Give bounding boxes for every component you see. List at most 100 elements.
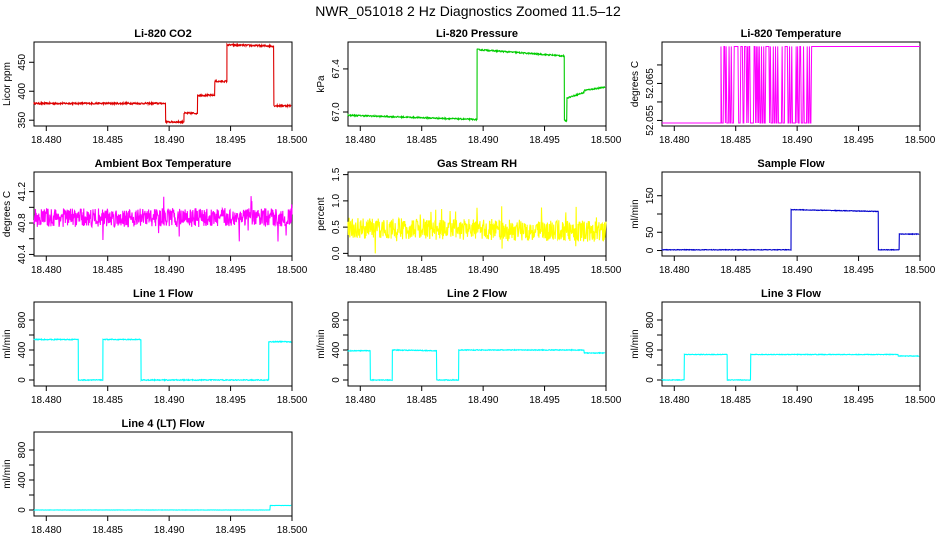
y-tick-label: 800 [331, 311, 342, 328]
y-axis-label: degrees C [2, 191, 13, 237]
x-tick-label: 18.490 [154, 525, 185, 536]
x-tick-label: 18.490 [154, 265, 185, 276]
x-tick-label: 18.500 [591, 265, 622, 276]
x-tick-label: 18.485 [92, 135, 123, 146]
x-tick-label: 18.485 [406, 135, 437, 146]
y-tick-label: 40.4 [17, 244, 28, 264]
x-tick-label: 18.480 [31, 525, 62, 536]
x-tick-label: 18.485 [92, 525, 123, 536]
x-tick-label: 18.485 [92, 265, 123, 276]
x-tick-label: 18.490 [468, 265, 499, 276]
y-tick-label: 40.8 [17, 213, 28, 233]
chart-title: Li-820 Pressure [436, 28, 518, 40]
x-tick-label: 18.500 [277, 395, 308, 406]
x-tick-label: 18.490 [468, 135, 499, 146]
y-tick-label: 150 [645, 187, 656, 204]
chart-panel-4: Ambient Box Temperature 18.480 18.485 18.49… [2, 158, 308, 276]
y-tick-label: 52.055 [645, 105, 656, 136]
x-tick-label: 18.500 [591, 135, 622, 146]
plot-frame [661, 301, 921, 387]
chart-panel-1: Li-820 CO2 18.480 18.485 18.490 18.495 18.500… [2, 28, 308, 146]
x-tick-label: 18.495 [215, 395, 246, 406]
series-line [33, 196, 293, 242]
y-tick-label: 400 [17, 82, 28, 99]
x-tick-label: 18.490 [782, 135, 813, 146]
series-line [661, 208, 920, 252]
chart-title: Ambient Box Temperature [95, 158, 232, 170]
y-tick-label: 800 [17, 441, 28, 458]
x-tick-label: 18.495 [215, 265, 246, 276]
plot-frame [33, 431, 293, 517]
series-line [33, 337, 292, 382]
x-tick-label: 18.495 [215, 135, 246, 146]
series-line [662, 45, 920, 124]
chart-panel-9: Line 3 Flow 18.480 18.485 18.490 18.495 18.50… [630, 288, 936, 406]
plot-frame [661, 41, 921, 127]
x-tick-label: 18.500 [277, 135, 308, 146]
y-tick-label: 0 [645, 247, 656, 253]
y-tick-label: 67.0 [331, 102, 342, 122]
x-tick-label: 18.500 [591, 395, 622, 406]
y-axis-label: ml/min [2, 329, 13, 358]
y-tick-label: 0.5 [331, 220, 342, 234]
x-tick-label: 18.495 [215, 525, 246, 536]
y-axis-label: ml/min [630, 199, 641, 228]
x-tick-label: 18.480 [345, 135, 376, 146]
series-line [33, 504, 292, 511]
x-tick-label: 18.480 [345, 265, 376, 276]
y-tick-label: 50 [645, 226, 656, 238]
chart-title: Li-820 CO2 [134, 28, 191, 40]
y-tick-label: 450 [17, 53, 28, 70]
y-tick-label: 400 [17, 341, 28, 358]
y-tick-label: 67.4 [331, 59, 342, 79]
chart-title: Line 1 Flow [133, 288, 193, 300]
chart-panel-8: Line 2 Flow 18.480 18.485 18.490 18.495 18.50… [316, 288, 622, 406]
y-axis-label: ml/min [630, 329, 641, 358]
y-tick-label: 0 [645, 377, 656, 383]
plot-frame [347, 171, 607, 257]
x-tick-label: 18.485 [406, 395, 437, 406]
y-tick-label: 0 [17, 507, 28, 513]
plot-frame [33, 41, 293, 127]
x-tick-label: 18.500 [905, 265, 936, 276]
series-line [661, 353, 920, 382]
plot-frame [347, 41, 607, 127]
x-tick-label: 18.495 [529, 135, 560, 146]
x-tick-label: 18.480 [659, 265, 690, 276]
y-axis-label: ml/min [316, 329, 327, 358]
figure-title: NWR_051018 2 Hz Diagnostics Zoomed 11.5–… [315, 3, 621, 19]
x-tick-label: 18.490 [468, 395, 499, 406]
y-axis-label: Licor ppm [2, 62, 13, 106]
x-tick-label: 18.490 [154, 395, 185, 406]
chart-panel-5: Gas Stream RH 18.480 18.485 18.490 18.495 18.… [316, 158, 622, 276]
y-tick-label: 0 [331, 377, 342, 383]
y-tick-label: 52.065 [645, 68, 656, 99]
chart-panel-7: Line 1 Flow 18.480 18.485 18.490 18.495 18.50… [2, 288, 308, 406]
x-tick-label: 18.480 [659, 135, 690, 146]
series-line [347, 48, 606, 123]
x-tick-label: 18.495 [529, 265, 560, 276]
x-tick-label: 18.480 [659, 395, 690, 406]
y-tick-label: 400 [645, 341, 656, 358]
y-tick-label: 400 [331, 341, 342, 358]
chart-panel-10: Line 4 (LT) Flow 18.480 18.485 18.490 18.495… [2, 418, 308, 536]
chart-title: Line 4 (LT) Flow [122, 418, 205, 430]
y-tick-label: 800 [645, 311, 656, 328]
y-tick-label: 350 [17, 111, 28, 128]
series-line [347, 206, 607, 254]
x-tick-label: 18.500 [905, 135, 936, 146]
y-tick-label: 800 [17, 311, 28, 328]
plot-frame [33, 301, 293, 387]
x-tick-label: 18.495 [843, 395, 874, 406]
x-tick-label: 18.485 [720, 135, 751, 146]
x-tick-label: 18.480 [31, 395, 62, 406]
x-tick-label: 18.485 [92, 395, 123, 406]
chart-title: Gas Stream RH [437, 158, 517, 170]
x-tick-label: 18.490 [154, 135, 185, 146]
x-tick-label: 18.495 [843, 135, 874, 146]
y-axis-label: ml/min [2, 459, 13, 488]
y-tick-label: 1.0 [331, 193, 342, 207]
chart-title: Line 2 Flow [447, 288, 507, 300]
y-tick-label: 1.5 [331, 167, 342, 181]
